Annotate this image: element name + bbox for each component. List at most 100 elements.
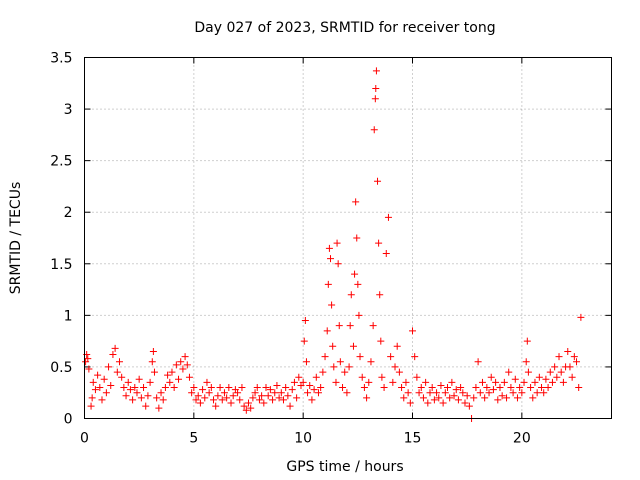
data-point	[343, 389, 351, 397]
data-point	[295, 373, 303, 381]
data-point	[131, 384, 139, 392]
data-point	[264, 392, 272, 400]
data-point	[324, 280, 332, 288]
data-point	[428, 384, 436, 392]
data-point	[192, 396, 200, 404]
chart-title: Day 027 of 2023, SRMTID for receiver ton…	[194, 20, 495, 36]
data-point	[352, 198, 360, 206]
data-point	[459, 389, 467, 397]
data-point	[146, 378, 154, 386]
data-point	[253, 384, 261, 392]
data-point	[133, 389, 141, 397]
data-point	[333, 239, 341, 247]
data-point	[509, 389, 517, 397]
x-tick-label: 15	[404, 431, 422, 447]
data-point	[98, 396, 106, 404]
data-point	[271, 389, 279, 397]
data-point	[577, 313, 585, 321]
data-point	[157, 389, 165, 397]
plot-frame	[84, 57, 612, 419]
data-point	[402, 378, 410, 386]
data-point	[172, 361, 180, 369]
data-point	[310, 386, 318, 394]
data-point	[94, 371, 102, 379]
data-point	[100, 375, 108, 383]
data-point	[96, 384, 104, 392]
data-point	[415, 389, 423, 397]
data-point	[489, 386, 497, 394]
data-point	[522, 358, 530, 366]
data-point	[367, 358, 375, 366]
data-point	[454, 396, 462, 404]
data-point	[293, 394, 301, 402]
data-point	[327, 255, 335, 263]
data-point	[487, 373, 495, 381]
data-point	[196, 399, 204, 407]
data-point	[210, 396, 218, 404]
data-point	[218, 396, 226, 404]
data-point	[269, 396, 277, 404]
data-point	[279, 396, 287, 404]
data-point	[347, 291, 355, 299]
data-point	[369, 322, 377, 330]
data-point	[527, 384, 535, 392]
data-point	[205, 389, 213, 397]
data-point	[273, 381, 281, 389]
data-point	[404, 389, 412, 397]
data-point	[393, 342, 401, 350]
data-point	[448, 378, 456, 386]
axis-ticks: 0 0.5 1 1.5 2 2.5 3 3.5 0 5 10 15 20	[50, 51, 612, 447]
data-point	[220, 389, 228, 397]
data-point	[88, 394, 96, 402]
data-point	[301, 317, 309, 325]
data-point	[387, 353, 395, 361]
data-point	[551, 363, 559, 371]
data-point	[378, 373, 386, 381]
data-point	[520, 378, 528, 386]
data-point	[286, 402, 294, 410]
data-point	[194, 392, 202, 400]
data-point	[137, 394, 145, 402]
data-point	[341, 368, 349, 376]
data-point	[120, 384, 128, 392]
data-point	[360, 384, 368, 392]
data-point	[570, 353, 578, 361]
data-point	[321, 353, 329, 361]
data-point	[430, 396, 438, 404]
data-point	[363, 394, 371, 402]
data-point	[382, 249, 390, 257]
data-point	[481, 394, 489, 402]
data-point	[409, 327, 417, 335]
data-point	[299, 378, 307, 386]
data-point	[424, 399, 432, 407]
data-point	[557, 368, 565, 376]
data-point	[288, 386, 296, 394]
y-tick-label: 2	[64, 205, 73, 221]
data-point	[89, 378, 97, 386]
data-point	[183, 361, 191, 369]
data-point	[328, 301, 336, 309]
data-point	[437, 381, 445, 389]
data-point	[496, 384, 504, 392]
data-point	[419, 394, 427, 402]
data-point	[461, 399, 469, 407]
data-point	[503, 394, 511, 402]
data-point	[474, 358, 482, 366]
data-point	[376, 291, 384, 299]
data-point	[335, 322, 343, 330]
data-point	[371, 95, 379, 103]
data-point	[266, 386, 274, 394]
data-point	[260, 399, 268, 407]
data-point	[433, 389, 441, 397]
data-point	[511, 375, 519, 383]
data-point	[413, 373, 421, 381]
data-point	[181, 353, 189, 361]
data-point	[159, 396, 167, 404]
data-point	[377, 337, 385, 345]
data-point	[240, 402, 248, 410]
data-point	[463, 392, 471, 400]
data-point	[483, 384, 491, 392]
data-point	[443, 384, 451, 392]
data-point	[332, 378, 340, 386]
data-point	[406, 399, 414, 407]
